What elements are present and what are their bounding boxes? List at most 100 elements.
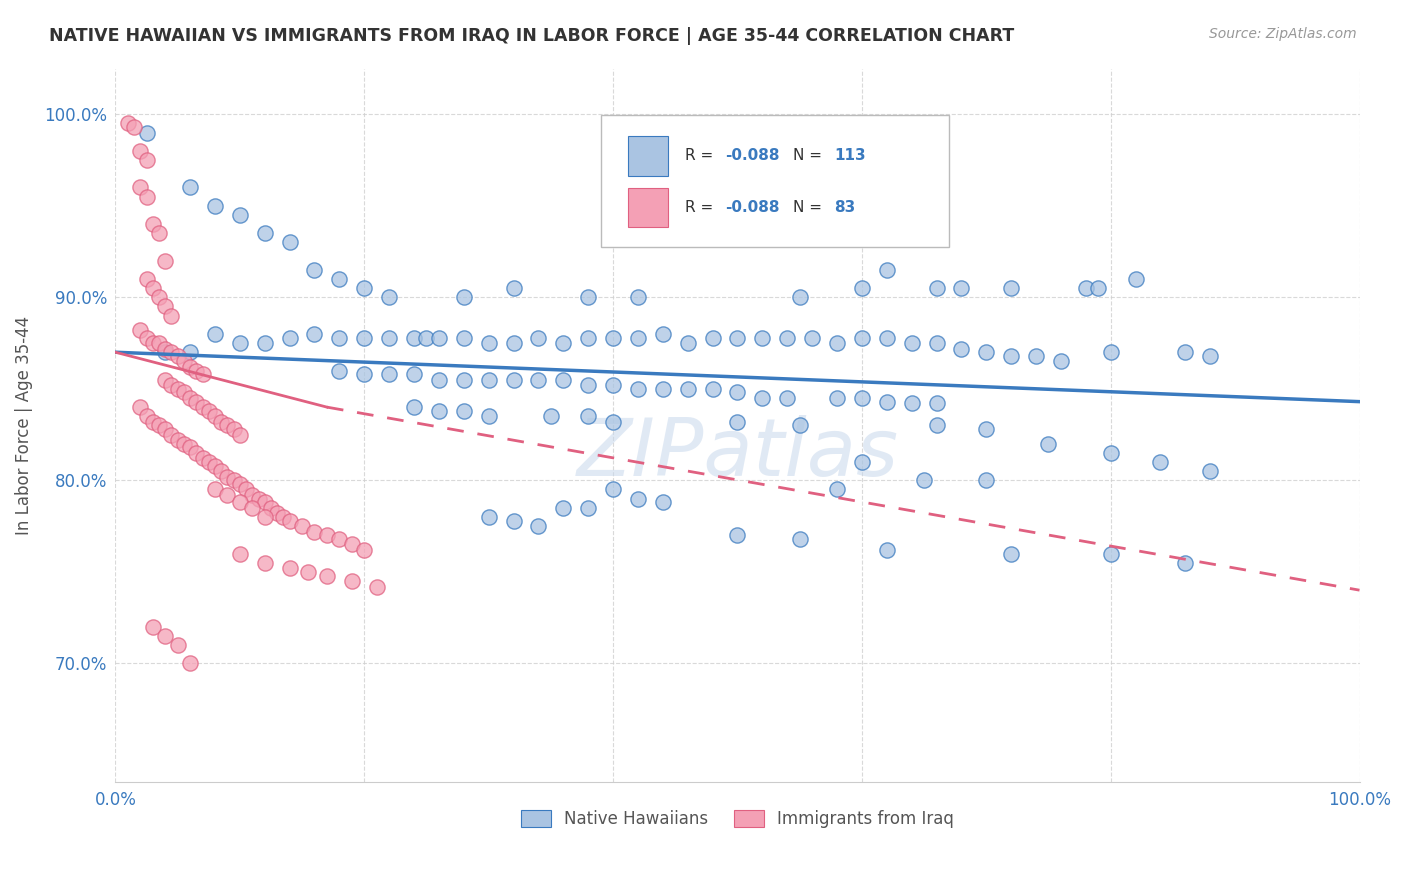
Point	[117, 116, 139, 130]
Point	[166, 638, 188, 652]
Point	[148, 290, 170, 304]
Point	[576, 290, 599, 304]
Point	[1087, 281, 1109, 295]
Point	[209, 464, 232, 478]
Point	[1149, 455, 1171, 469]
Point	[1199, 349, 1222, 363]
Point	[191, 400, 214, 414]
Point	[191, 367, 214, 381]
Point	[142, 281, 165, 295]
Text: NATIVE HAWAIIAN VS IMMIGRANTS FROM IRAQ IN LABOR FORCE | AGE 35-44 CORRELATION C: NATIVE HAWAIIAN VS IMMIGRANTS FROM IRAQ …	[49, 27, 1015, 45]
Point	[1000, 547, 1022, 561]
Point	[179, 359, 201, 374]
Point	[353, 367, 375, 381]
Text: R =: R =	[685, 148, 718, 163]
Point	[502, 514, 524, 528]
Text: -0.088: -0.088	[725, 148, 779, 163]
Point	[155, 345, 177, 359]
Point	[1038, 436, 1060, 450]
Point	[627, 330, 650, 344]
Point	[142, 415, 165, 429]
Point	[651, 495, 673, 509]
Point	[1099, 446, 1122, 460]
Point	[789, 532, 811, 546]
Point	[142, 336, 165, 351]
Point	[453, 330, 475, 344]
Point	[129, 400, 152, 414]
Point	[702, 330, 724, 344]
Point	[540, 409, 562, 424]
Point	[229, 336, 252, 351]
Point	[553, 336, 575, 351]
Point	[278, 330, 301, 344]
Point	[727, 330, 749, 344]
Point	[222, 422, 245, 436]
Point	[197, 404, 219, 418]
Point	[801, 330, 824, 344]
Point	[253, 226, 276, 240]
Point	[789, 290, 811, 304]
Point	[316, 528, 339, 542]
Point	[727, 415, 749, 429]
Point	[378, 290, 401, 304]
Point	[950, 281, 973, 295]
Point	[502, 336, 524, 351]
Point	[204, 483, 226, 497]
Point	[229, 427, 252, 442]
Point	[851, 281, 873, 295]
Point	[627, 290, 650, 304]
Point	[950, 342, 973, 356]
Point	[876, 330, 898, 344]
Point	[155, 300, 177, 314]
Point	[415, 330, 437, 344]
Point	[602, 378, 624, 392]
Point	[229, 208, 252, 222]
Point	[602, 330, 624, 344]
Point	[304, 326, 326, 341]
Point	[602, 415, 624, 429]
Point	[478, 409, 501, 424]
Point	[155, 629, 177, 643]
Point	[304, 263, 326, 277]
Point	[453, 290, 475, 304]
Point	[478, 336, 501, 351]
Point	[1099, 345, 1122, 359]
Point	[229, 547, 252, 561]
Point	[974, 345, 997, 359]
Point	[1000, 281, 1022, 295]
Point	[173, 354, 195, 368]
Point	[925, 418, 948, 433]
Point	[1125, 272, 1147, 286]
Point	[676, 382, 699, 396]
Point	[155, 342, 177, 356]
Point	[576, 378, 599, 392]
Point	[427, 373, 450, 387]
Point	[402, 330, 425, 344]
Point	[602, 483, 624, 497]
Point	[160, 427, 183, 442]
Point	[427, 404, 450, 418]
Point	[1199, 464, 1222, 478]
Point	[328, 532, 350, 546]
Point	[204, 199, 226, 213]
Point	[166, 433, 188, 447]
Point	[173, 385, 195, 400]
Point	[453, 373, 475, 387]
Point	[160, 378, 183, 392]
Point	[1174, 345, 1197, 359]
Point	[179, 180, 201, 194]
Bar	[628, 136, 668, 176]
Point	[160, 309, 183, 323]
Point	[129, 323, 152, 337]
Point	[148, 418, 170, 433]
Point	[204, 409, 226, 424]
Point	[328, 330, 350, 344]
Point	[135, 330, 157, 344]
Point	[135, 126, 157, 140]
Point	[502, 373, 524, 387]
Point	[278, 514, 301, 528]
Point	[340, 537, 363, 551]
Point	[876, 542, 898, 557]
Text: ZIPatlas: ZIPatlas	[576, 415, 898, 493]
Point	[553, 500, 575, 515]
